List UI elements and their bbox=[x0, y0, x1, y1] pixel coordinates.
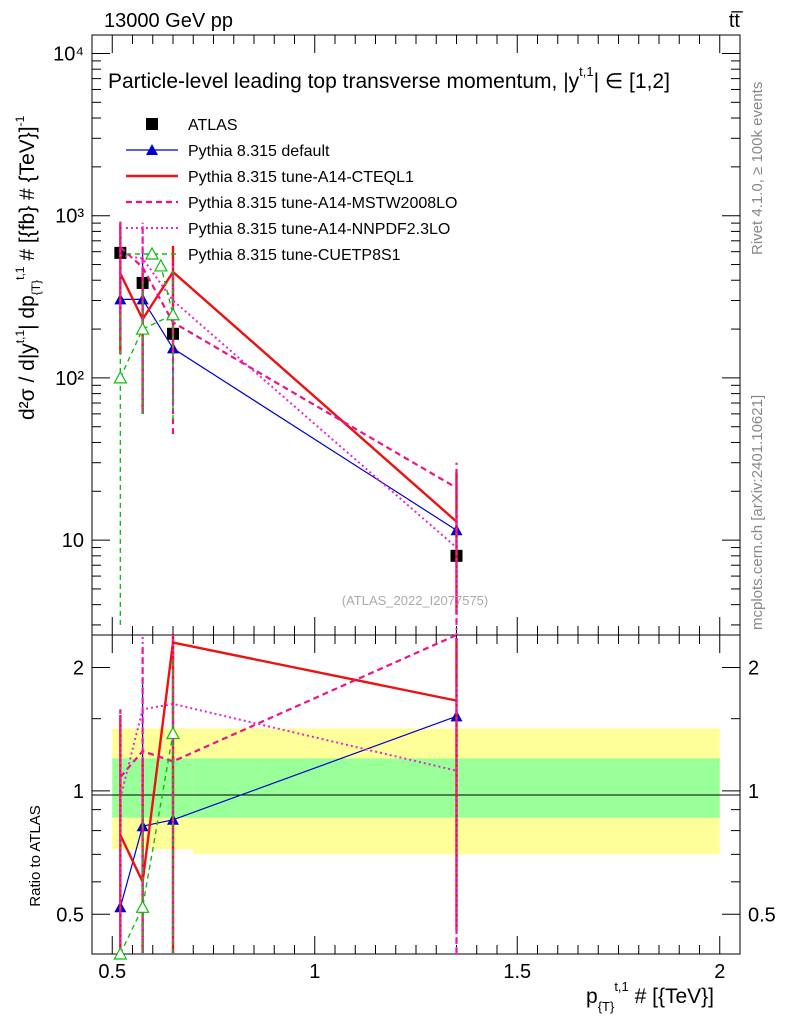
main-series-mstw bbox=[119, 221, 458, 625]
legend-item-1: Pythia 8.315 default bbox=[126, 143, 330, 160]
y-axis-label-ratio: Ratio to ATLAS bbox=[27, 805, 44, 906]
legend: ATLAS Pythia 8.315 default Pythia 8.315 tu… bbox=[126, 117, 457, 264]
ratio-ytick-label-right-0: 0.5 bbox=[748, 904, 776, 926]
legend-label-4: Pythia 8.315 tune-A14-NNPDF2.3LO bbox=[188, 221, 450, 238]
main-point-cuetp-0 bbox=[113, 370, 128, 384]
legend-label-3: Pythia 8.315 tune-A14-MSTW2008LO bbox=[188, 195, 457, 212]
legend-item-4: Pythia 8.315 tune-A14-NNPDF2.3LO bbox=[126, 221, 450, 238]
process-label: tt̅ bbox=[729, 10, 743, 32]
ratio-point-cuetp-2 bbox=[165, 726, 181, 740]
main-point-cuetp-2 bbox=[165, 307, 181, 321]
legend-item-3: Pythia 8.315 tune-A14-MSTW2008LO bbox=[126, 195, 457, 212]
main-ytick-label-1: 10² bbox=[55, 368, 84, 390]
ratio-ytick-label-0: 0.5 bbox=[56, 904, 84, 926]
main-point-cuetp-1 bbox=[135, 321, 150, 335]
main-ytick-label-2: 10³ bbox=[55, 206, 84, 228]
main-series-cuetp bbox=[113, 258, 181, 625]
legend-marker-5 bbox=[144, 246, 160, 260]
xtick-label-3: 2 bbox=[714, 961, 725, 983]
y-axis-label-main: d²σ / d|yt,1| dp{T}t,1 # [{fb} # {TeV}]-… bbox=[13, 115, 43, 420]
energy-label: 13000 GeV pp bbox=[104, 10, 233, 32]
x-label-part1: p bbox=[586, 985, 598, 1008]
plot-title-tail: | ∈ [1,2] bbox=[594, 70, 670, 93]
legend-label-0: ATLAS bbox=[188, 117, 238, 134]
ratio-line-nnpdf bbox=[119, 702, 457, 799]
main-series-default bbox=[114, 251, 463, 585]
main-line-default bbox=[120, 298, 457, 531]
ratio-point-cuetp-1 bbox=[135, 900, 150, 913]
legend-label-2: Pythia 8.315 tune-A14-CTEQL1 bbox=[188, 169, 414, 186]
legend-item-2: Pythia 8.315 tune-A14-CTEQL1 bbox=[126, 169, 414, 186]
main-point-cuetp-3 bbox=[153, 258, 168, 272]
main-ytick-label-0: 10 bbox=[62, 530, 84, 552]
xtick-label-0: 0.5 bbox=[98, 961, 126, 983]
y-label-part1: d²σ / d|y bbox=[16, 343, 39, 420]
axes-ticks: 10 10² 10³ 10⁴ 0.5 0.5 1 1 2 2 0.5 1 1.5 2 bbox=[53, 35, 776, 983]
main-series-nnpdf bbox=[119, 222, 458, 635]
ratio-uncertainty-bands bbox=[112, 728, 720, 855]
legend-item-5: Pythia 8.315 tune-CUETP8S1 bbox=[126, 246, 401, 264]
main-series-group bbox=[113, 221, 463, 635]
rivet-label: Rivet 4.1.0, ≥ 100k events bbox=[749, 82, 766, 255]
ratio-ytick-label-right-1: 1 bbox=[748, 781, 759, 803]
ratio-line-mstw bbox=[119, 633, 457, 778]
main-line-nnpdf bbox=[120, 254, 458, 549]
xtick-label-2: 1.5 bbox=[503, 961, 531, 983]
main-ytick-label-3: 10⁴ bbox=[53, 43, 84, 65]
legend-item-0: ATLAS bbox=[146, 117, 238, 134]
main-line-cuetp bbox=[119, 265, 174, 379]
legend-label-1: Pythia 8.315 default bbox=[188, 143, 330, 160]
mcplots-label: mcplots.cern.ch [arXiv:2401.10621] bbox=[749, 395, 766, 630]
legend-marker-1 bbox=[146, 144, 158, 155]
x-axis-label: p{T}t,1 # [{TeV}] bbox=[586, 979, 714, 1014]
y-label-part2: | dp bbox=[16, 295, 39, 330]
ratio-point-cuetp-0 bbox=[113, 946, 128, 960]
ratio-ytick-label-right-2: 2 bbox=[748, 657, 759, 679]
analysis-label: (ATLAS_2022_I2077575) bbox=[342, 593, 488, 608]
legend-label-5: Pythia 8.315 tune-CUETP8S1 bbox=[188, 247, 401, 264]
x-label-part2: # [{TeV}] bbox=[635, 985, 714, 1008]
ratio-series-group bbox=[113, 633, 463, 960]
ratio-series-cuetp bbox=[113, 660, 181, 960]
y-label-part3: # [{fb} # {TeV}] bbox=[16, 126, 39, 260]
plot-title-sup: t,1 bbox=[579, 64, 593, 79]
legend-marker-0 bbox=[146, 118, 158, 130]
plot-title-main: Particle-level leading top transverse mo… bbox=[108, 70, 580, 93]
plot-title: Particle-level leading top transverse mo… bbox=[108, 64, 670, 93]
main-series-cteql1 bbox=[119, 223, 458, 615]
main-line-cteql1 bbox=[119, 270, 458, 523]
ratio-line-cteql1 bbox=[119, 641, 457, 887]
ratio-ytick-label-2: 2 bbox=[73, 657, 84, 679]
ratio-ytick-label-1: 1 bbox=[73, 781, 84, 803]
main-series-data bbox=[114, 246, 463, 562]
main-line-mstw bbox=[119, 246, 458, 489]
xtick-label-1: 1 bbox=[309, 961, 320, 983]
